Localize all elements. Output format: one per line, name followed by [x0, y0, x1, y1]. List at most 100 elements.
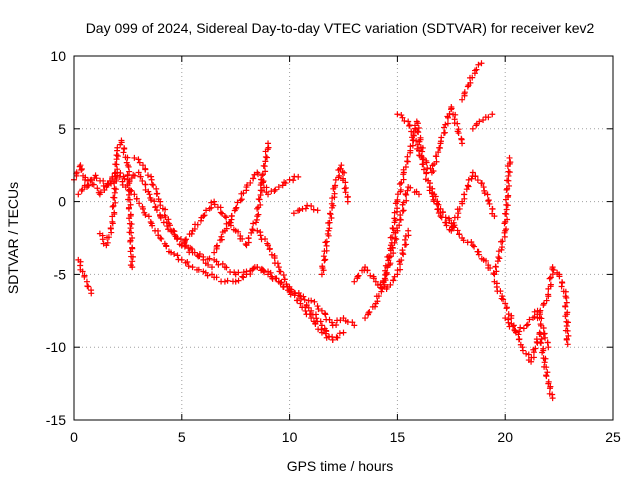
data-point — [564, 327, 571, 334]
data-point — [314, 303, 321, 310]
data-point — [131, 154, 138, 161]
data-point — [399, 207, 406, 214]
data-point — [240, 274, 247, 281]
data-point — [301, 296, 308, 303]
data-point — [112, 199, 119, 206]
data-point — [163, 243, 170, 250]
data-point — [523, 322, 530, 329]
data-point — [166, 222, 173, 229]
data-point — [178, 242, 185, 249]
data-point — [157, 202, 164, 209]
data-point — [516, 328, 523, 335]
data-point — [218, 233, 225, 240]
data-point — [405, 118, 412, 125]
data-point — [178, 256, 185, 263]
data-point — [294, 207, 301, 214]
data-point — [114, 144, 121, 151]
data-point — [305, 304, 312, 311]
data-point — [100, 182, 107, 189]
data-point — [448, 227, 455, 234]
data-point — [182, 237, 189, 244]
data-point — [250, 220, 257, 227]
data-point — [177, 236, 184, 243]
y-axis-label: SDTVAR / TECUs — [5, 182, 21, 294]
data-point — [200, 256, 207, 263]
data-point — [503, 305, 510, 312]
data-point — [112, 186, 119, 193]
data-point — [390, 229, 397, 236]
data-point — [274, 260, 281, 267]
data-point — [545, 344, 552, 351]
data-point — [351, 322, 358, 329]
data-point — [397, 186, 404, 193]
data-point — [142, 211, 149, 218]
data-point — [260, 267, 267, 274]
data-point — [314, 207, 321, 214]
data-point — [544, 369, 551, 376]
data-point — [232, 205, 239, 212]
data-point — [221, 213, 228, 220]
data-point — [351, 278, 358, 285]
data-point — [409, 142, 416, 149]
data-point — [439, 209, 446, 216]
data-point — [237, 197, 244, 204]
data-point — [302, 307, 309, 314]
data-point — [275, 184, 282, 191]
data-point — [505, 319, 512, 326]
data-point — [469, 74, 476, 81]
data-point — [240, 190, 247, 197]
data-point — [485, 197, 492, 204]
data-point — [153, 185, 160, 192]
data-point — [239, 273, 246, 280]
data-point — [407, 184, 414, 191]
data-point — [403, 241, 410, 248]
data-point — [93, 175, 100, 182]
data-point — [540, 331, 547, 338]
data-point — [331, 190, 338, 197]
data-point — [242, 241, 249, 248]
data-point — [423, 170, 430, 177]
data-point — [563, 299, 570, 306]
data-point — [474, 177, 481, 184]
data-point — [118, 139, 125, 146]
data-point — [558, 283, 565, 290]
data-point — [302, 205, 309, 212]
data-point — [308, 315, 315, 322]
data-point — [402, 190, 409, 197]
data-point — [318, 326, 325, 333]
data-point — [148, 197, 155, 204]
data-point — [174, 235, 181, 241]
data-point — [328, 200, 335, 207]
data-point — [556, 273, 563, 280]
data-point — [337, 317, 344, 324]
data-point — [478, 180, 485, 187]
data-point — [372, 278, 379, 285]
data-point — [403, 197, 410, 204]
data-point — [442, 121, 449, 128]
data-point — [473, 66, 480, 73]
data-point — [354, 273, 361, 280]
data-point — [104, 182, 111, 189]
data-point — [200, 213, 207, 220]
data-point — [260, 162, 267, 169]
data-point — [370, 275, 377, 282]
data-point — [174, 252, 181, 259]
data-point — [446, 217, 453, 224]
data-point — [413, 137, 420, 144]
data-point — [111, 170, 118, 177]
data-point — [126, 168, 133, 175]
data-point — [396, 180, 403, 187]
data-point — [540, 324, 547, 331]
data-point — [214, 242, 221, 249]
data-point — [280, 284, 287, 291]
data-point — [257, 201, 264, 208]
data-point — [151, 198, 158, 205]
data-point — [273, 275, 280, 282]
data-point — [81, 176, 88, 183]
data-point — [288, 288, 295, 295]
data-point — [124, 182, 131, 189]
data-point — [266, 246, 273, 253]
data-point — [249, 266, 256, 273]
data-point — [416, 138, 423, 145]
